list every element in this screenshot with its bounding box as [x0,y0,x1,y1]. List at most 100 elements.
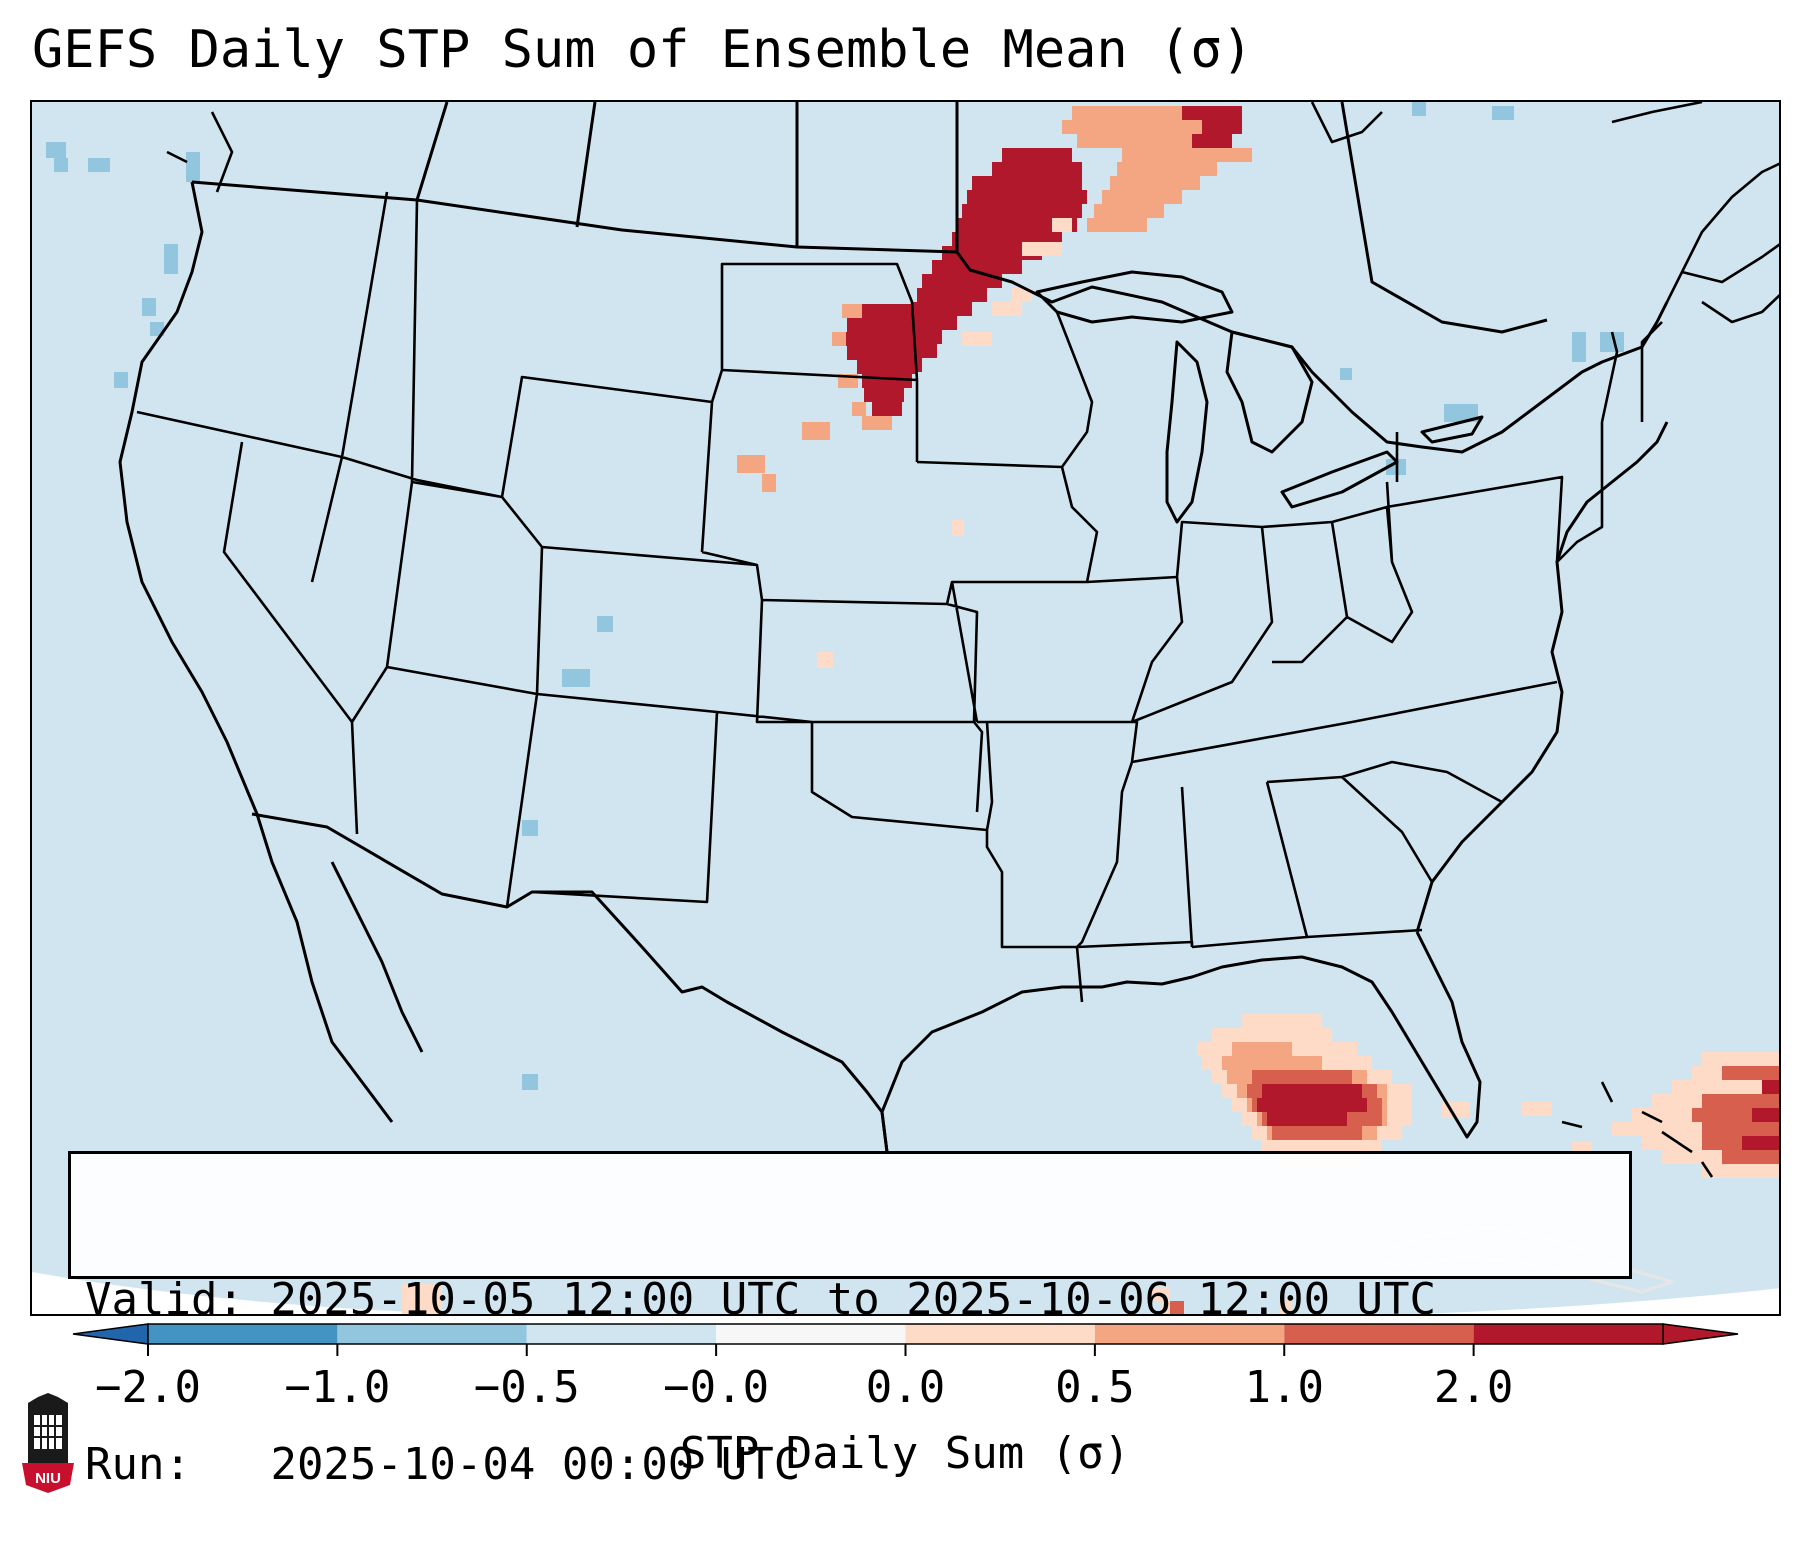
stp-cell [1702,1164,1779,1178]
stp-cell [54,158,68,172]
colorbar-tick-label: −2.0 [95,1362,201,1413]
run-label: Run: [85,1439,191,1490]
stp-cell [1122,148,1252,162]
stp-cell [1272,1126,1362,1140]
stp-cell [1102,190,1182,204]
stp-cell [1192,134,1232,148]
valid-value: 2025-10-05 12:00 UTC to 2025-10-06 12:00… [270,1274,1437,1325]
stp-cell [186,152,200,182]
lake-huron [1225,330,1314,454]
stp-cell [1762,1080,1779,1094]
stp-cell [1572,332,1586,362]
stp-cell [1012,288,1032,302]
lake-superior [1035,270,1234,324]
map-frame [30,100,1781,1316]
stp-cell [847,318,917,332]
us-mexico-border [251,812,889,1153]
stp-cell [1522,1102,1552,1116]
canada-east-coast [1611,102,1779,324]
stp-cell [1262,1140,1382,1154]
stp-cell [907,316,957,330]
stp-cell [1052,218,1072,232]
stp-cell [842,304,862,318]
stp-cell [402,1284,442,1314]
stp-cell [88,158,110,172]
stp-cell [912,302,972,316]
west-coastline [118,181,424,1123]
stp-cell [150,322,164,336]
stp-cell [817,652,833,668]
projection-edge [32,1272,456,1314]
gulf-coastline [880,931,1482,1153]
stp-cell [1212,1028,1332,1042]
stp-cell [862,304,912,318]
stp-cell [1702,1094,1779,1108]
stp-cell [992,302,1022,316]
valid-row: Valid: 2025-10-05 12:00 UTC to 2025-10-0… [85,1272,1615,1327]
valid-run-info-box: Valid: 2025-10-05 12:00 UTC to 2025-10-0… [68,1151,1632,1490]
bahamas-outline [1561,1081,1714,1178]
projection-edge-right [1625,1288,1779,1314]
map-svg [32,102,1779,1314]
stp-cell [862,416,892,430]
northern-coast [166,102,1383,193]
stp-cell [1202,120,1242,134]
stp-cell [1722,1150,1779,1164]
colorbar-tick-label: 0.5 [1055,1362,1135,1413]
stp-cell [522,820,538,836]
colorbar-tick-label: 2.0 [1433,1362,1514,1413]
stp-cell [917,288,987,302]
stp-cell [847,346,917,360]
stp-cell [932,260,1022,274]
stp-cell [1752,1108,1779,1122]
logo-text: NIU [35,1470,61,1487]
stp-cell [1150,1287,1170,1301]
stp-cell [992,162,1082,176]
stp-shading [46,102,1779,1314]
stp-cell [1742,1136,1779,1150]
stp-cell [562,669,590,687]
stp-cell [1002,148,1072,162]
stp-cell [1132,176,1162,190]
stp-cell [852,402,866,416]
stp-cell [114,372,128,388]
stp-cell [164,244,178,274]
colorbar-tick-label: 0.0 [865,1362,946,1413]
stp-cell [952,520,964,536]
colorbar-tick-label: 1.0 [1244,1362,1324,1413]
stp-cell [1232,1042,1292,1056]
stp-cell [972,176,1082,190]
stp-cell [1492,106,1514,120]
page-title: GEFS Daily STP Sum of Ensemble Mean (σ) [32,20,1253,80]
stp-cell [737,455,765,473]
stp-cell [1170,1301,1184,1314]
stp-cell [1022,242,1062,256]
stp-cell [962,204,1082,218]
map-background [32,102,1779,1314]
stp-cell [857,360,917,374]
stp-cell [1182,106,1242,120]
stp-cell [1702,1052,1779,1066]
stp-cell [1242,1014,1322,1028]
colorbar-tick-label: −0.5 [473,1362,580,1413]
stp-cell [1094,204,1164,218]
stp-cell [1072,106,1212,120]
stp-cell [957,218,1077,232]
colorbar-tick-label: −0.0 [663,1362,770,1413]
stp-cell [1062,120,1212,134]
valid-label: Valid: [85,1274,244,1325]
stp-cell [142,298,156,316]
east-coastline [1415,421,1669,933]
stp-cell [1222,1056,1322,1070]
stp-cell [967,190,1087,204]
stp-cell [802,422,830,440]
stp-cell [1252,1070,1352,1084]
stp-cell [597,616,613,632]
stp-cell [942,246,1042,260]
stp-cell [832,332,846,346]
run-value: 2025-10-04 00:00 UTC [270,1439,801,1490]
lake-michigan [1165,340,1209,524]
stp-cell [1412,102,1426,116]
stp-cell [1117,162,1217,176]
stp-cell [762,474,776,492]
